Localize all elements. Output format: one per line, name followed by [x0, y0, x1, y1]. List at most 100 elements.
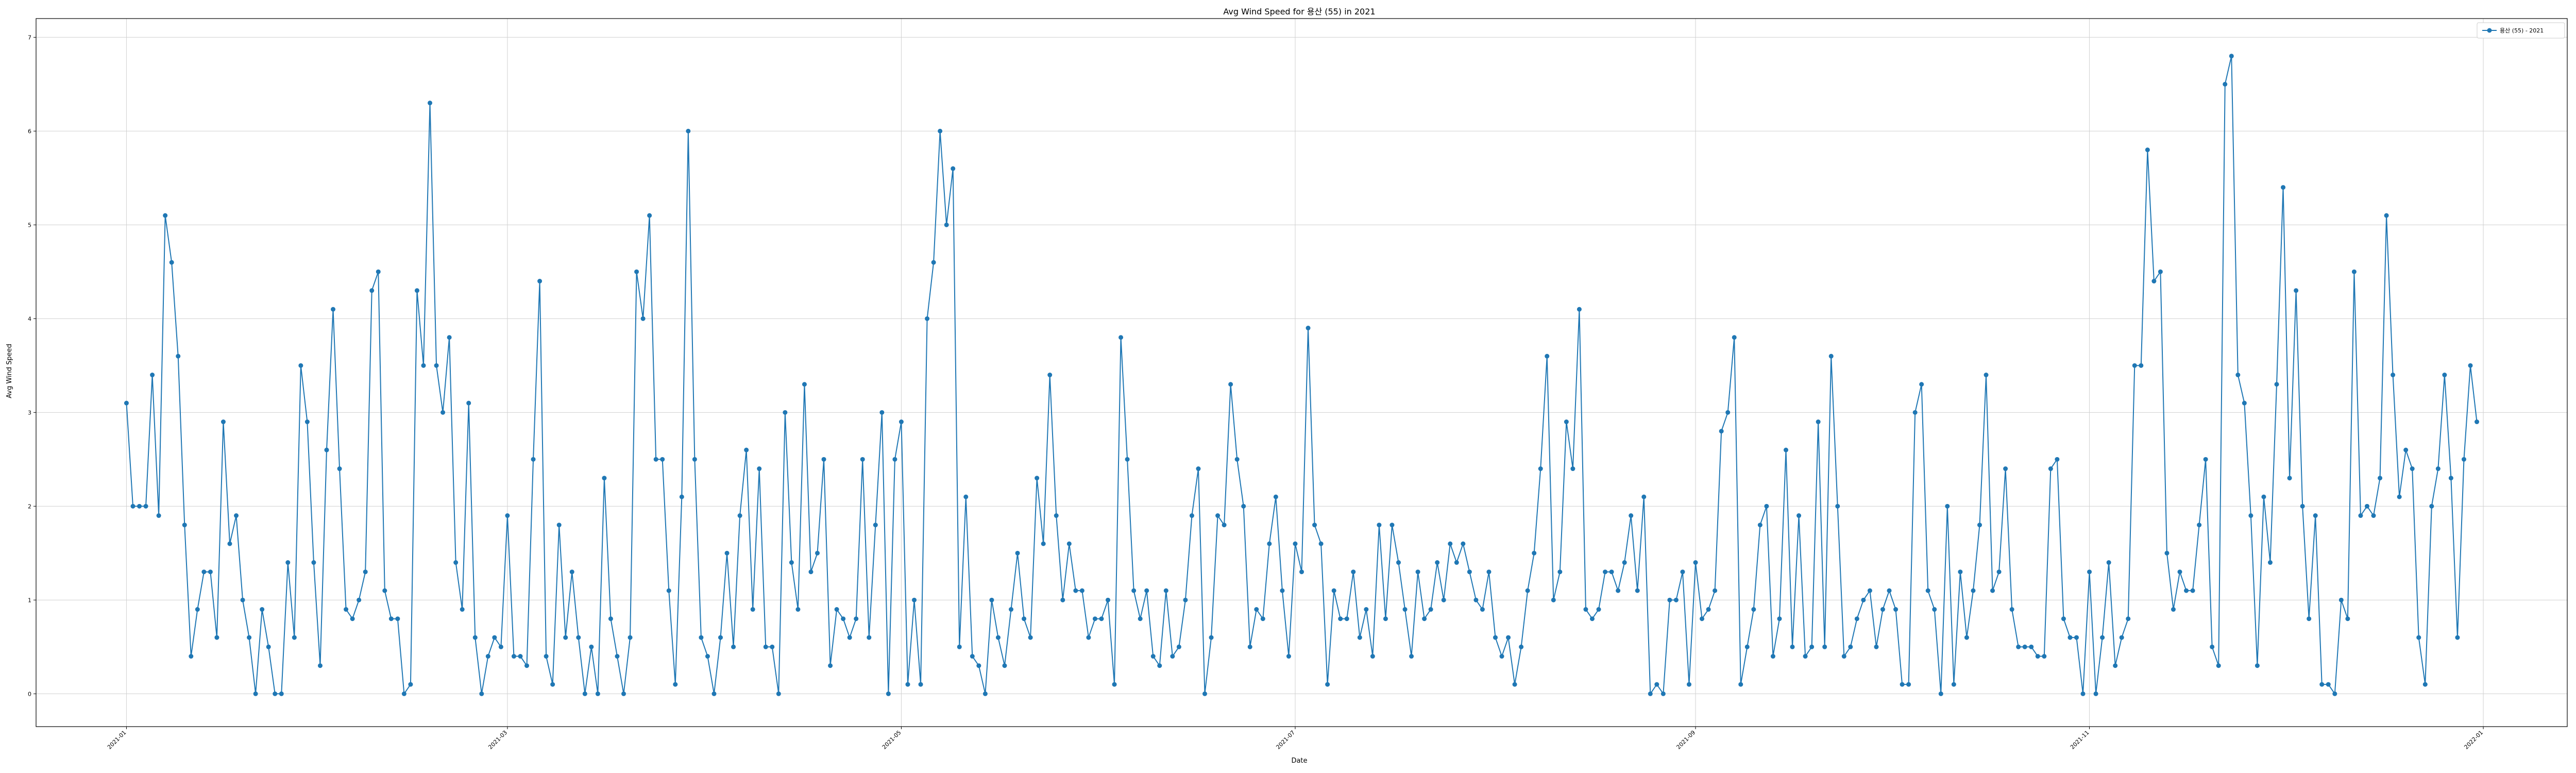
data-point — [2210, 644, 2215, 649]
data-point — [363, 569, 368, 575]
data-point — [2158, 269, 2163, 274]
data-point — [1066, 541, 1072, 546]
data-point — [163, 213, 168, 218]
data-point — [2087, 569, 2092, 575]
data-point — [1616, 588, 1621, 593]
data-point — [1693, 560, 1698, 565]
data-point — [2242, 400, 2247, 406]
data-point — [1654, 682, 1659, 687]
data-point — [1828, 354, 1834, 359]
data-point — [401, 691, 406, 696]
data-point — [357, 597, 362, 602]
data-point — [2281, 185, 2286, 190]
data-point — [1170, 654, 1175, 659]
data-point — [1673, 597, 1679, 602]
data-point — [1770, 654, 1775, 659]
data-point — [2055, 457, 2060, 462]
data-point — [1196, 466, 1201, 472]
data-point — [182, 523, 187, 528]
data-point — [744, 447, 749, 452]
data-point — [1719, 429, 1724, 434]
data-point — [1777, 616, 1782, 621]
data-point — [1557, 569, 1563, 575]
data-point — [2248, 513, 2253, 518]
data-point — [1312, 523, 1317, 528]
data-point — [479, 691, 484, 696]
data-point — [176, 354, 181, 359]
data-point — [1344, 616, 1349, 621]
data-point — [1318, 541, 1324, 546]
data-point — [1964, 635, 1969, 640]
data-point — [1660, 691, 1666, 696]
data-point — [750, 607, 755, 612]
data-point — [951, 166, 956, 171]
data-point — [783, 410, 788, 415]
data-point — [1035, 476, 1040, 481]
data-point — [2139, 363, 2144, 368]
data-point — [2229, 54, 2234, 59]
data-point — [150, 373, 155, 378]
data-point — [1951, 682, 1956, 687]
data-point — [2358, 513, 2363, 518]
data-point — [2184, 588, 2189, 593]
series-layer — [124, 54, 2480, 696]
data-point — [317, 663, 323, 668]
data-point — [1912, 410, 1918, 415]
y-tick-label: 1 — [28, 597, 31, 603]
data-point — [1267, 541, 1272, 546]
data-point — [2061, 616, 2066, 621]
legend: 용산 (55) - 2021 — [2477, 22, 2565, 39]
data-point — [854, 616, 859, 621]
data-point — [2126, 616, 2131, 621]
data-point — [789, 560, 794, 565]
data-point — [1919, 382, 1924, 387]
data-point — [428, 100, 433, 106]
data-point — [589, 644, 594, 649]
data-point — [2351, 269, 2357, 274]
data-point — [1589, 616, 1595, 621]
data-point — [841, 616, 846, 621]
data-point — [2410, 466, 2415, 472]
data-point — [718, 635, 723, 640]
data-point — [1596, 607, 1601, 612]
legend-marker-swatch — [2487, 28, 2492, 33]
data-point — [1228, 382, 1233, 387]
data-point — [304, 419, 310, 425]
data-point — [1060, 597, 1065, 602]
data-point — [2338, 597, 2344, 602]
data-point — [240, 597, 245, 602]
data-point — [1499, 654, 1504, 659]
data-point — [331, 307, 336, 312]
data-point — [1609, 569, 1614, 575]
data-point — [1150, 654, 1156, 659]
data-point — [1131, 588, 1137, 593]
data-point — [1189, 513, 1194, 518]
data-point — [1564, 419, 1569, 425]
data-point — [2461, 457, 2466, 462]
data-point — [1971, 588, 1976, 593]
data-point — [918, 682, 923, 687]
data-point — [382, 588, 387, 593]
data-point — [2042, 654, 2047, 659]
data-point — [266, 644, 271, 649]
data-point — [1525, 588, 1530, 593]
data-point — [1241, 503, 1246, 509]
data-point — [1480, 607, 1485, 612]
data-point — [2009, 607, 2014, 612]
data-point — [2223, 81, 2228, 87]
y-tick-label: 7 — [28, 34, 31, 41]
data-point — [628, 635, 633, 640]
data-point — [1370, 654, 1375, 659]
data-point — [1519, 644, 1524, 649]
data-point — [2119, 635, 2124, 640]
data-point — [1725, 410, 1731, 415]
data-point — [1686, 682, 1691, 687]
data-point — [2164, 550, 2170, 556]
data-point — [905, 682, 910, 687]
data-point — [1783, 447, 1788, 452]
data-point — [1409, 654, 1414, 659]
data-point — [453, 560, 459, 565]
data-point — [970, 654, 975, 659]
data-point — [227, 541, 232, 546]
